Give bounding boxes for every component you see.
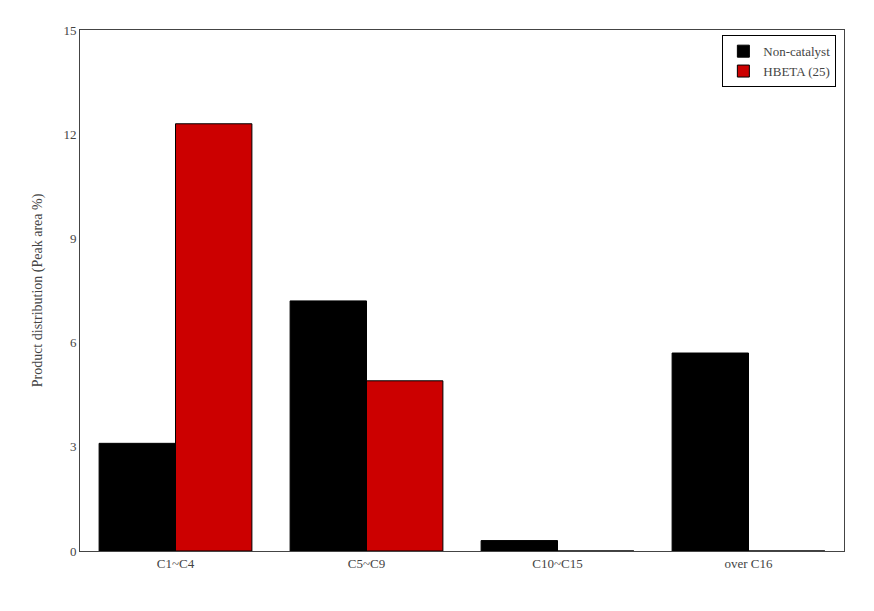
svg-text:9: 9 [70,231,77,246]
svg-text:6: 6 [70,335,77,350]
svg-text:over C16: over C16 [724,556,773,571]
svg-text:0: 0 [70,544,77,559]
svg-text:12: 12 [63,127,76,142]
svg-text:C5~C9: C5~C9 [348,556,385,571]
svg-text:Non-catalyst: Non-catalyst [763,44,830,59]
svg-text:C10~C15: C10~C15 [532,556,582,571]
svg-text:HBETA (25): HBETA (25) [763,64,829,79]
svg-text:15: 15 [63,23,76,38]
svg-text:C1~C4: C1~C4 [157,556,195,571]
svg-text:3: 3 [70,439,77,454]
svg-text:Product distribution (Peak are: Product distribution (Peak area %) [30,193,46,387]
